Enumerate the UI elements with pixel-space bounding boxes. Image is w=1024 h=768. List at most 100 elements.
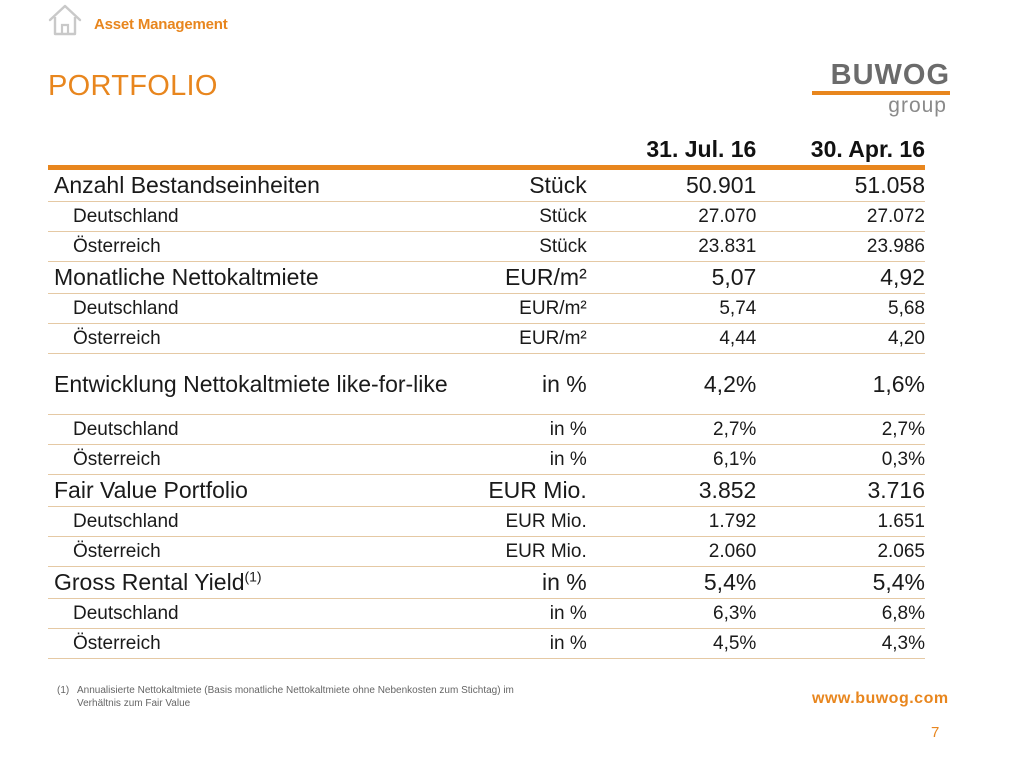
column-header-label [48,133,469,168]
table-row: Österreich in % 6,1% 0,3% [48,444,925,475]
section-label: Asset Management [94,16,228,33]
row-label: Deutschland [48,414,469,445]
row-unit: Stück [468,231,587,262]
row-label: Anzahl Bestandseinheiten [48,167,469,202]
page-title: PORTFOLIO [48,70,218,102]
row-unit-text: EUR/m² [519,327,587,349]
value-jul16: 1.792 [586,506,757,537]
value-apr16-text: 4,3% [881,632,925,654]
row-unit: in % [468,598,587,629]
row-label-text: Österreich [73,235,161,257]
portfolio-table: 31. Jul. 16 30. Apr. 16 Anzahl Bestandse… [48,133,925,659]
value-apr16-text: 2.065 [877,540,925,562]
value-jul16: 50.901 [586,167,757,202]
house-icon [48,4,82,36]
row-label: Österreich [48,628,469,659]
value-jul16-text: 5,07 [711,264,757,290]
footnote-reference: (1) [244,568,262,585]
value-jul16-text: 1.792 [708,510,757,532]
row-label-text: Anzahl Bestandseinheiten [54,172,320,198]
row-unit-text: in % [549,418,587,440]
row-unit-text: in % [541,371,587,397]
value-apr16-text: 6,8% [881,602,925,624]
column-header-jul16: 31. Jul. 16 [646,135,757,162]
row-label: Gross Rental Yield(1) [48,566,469,599]
row-unit: in % [468,444,587,475]
value-jul16-text: 27.070 [698,205,757,227]
row-unit: Stück [468,201,587,232]
value-apr16-text: 0,3% [881,448,925,470]
row-label: Entwicklung Nettokaltmiete like-for-like [48,353,469,415]
value-apr16: 4,3% [756,628,925,659]
row-label: Österreich [48,323,469,354]
value-apr16: 51.058 [756,167,925,202]
table-row: Entwicklung Nettokaltmiete like-for-like… [48,353,925,415]
value-apr16-text: 4,92 [880,264,925,290]
row-unit: EUR Mio. [468,506,587,537]
value-apr16: 0,3% [756,444,925,475]
row-label: Fair Value Portfolio [48,474,469,507]
column-header-unit [469,133,587,168]
row-label-text: Österreich [73,448,161,470]
value-apr16: 4,20 [756,323,925,354]
value-jul16-text: 3.852 [698,477,757,503]
row-unit-text: Stück [539,235,587,257]
value-jul16-text: 50.901 [685,172,757,198]
row-label-text: Monatliche Nettokaltmiete [54,264,319,290]
row-unit-text: EUR Mio. [488,477,587,503]
column-header-apr16: 30. Apr. 16 [810,135,925,162]
row-label-text: Fair Value Portfolio [54,477,248,503]
value-apr16-text: 3.716 [867,477,925,503]
value-apr16-text: 5,4% [872,569,925,595]
value-jul16: 4,5% [586,628,757,659]
value-jul16-text: 2.060 [708,540,757,562]
value-jul16-text: 23.831 [698,235,757,257]
row-unit-text: in % [549,448,587,470]
value-apr16: 3.716 [756,474,925,507]
value-jul16-text: 4,5% [713,632,757,654]
row-label-text: Deutschland [73,297,179,319]
value-apr16-text: 1,6% [872,371,925,397]
value-apr16: 1.651 [756,506,925,537]
table-row: Deutschland EUR Mio. 1.792 1.651 [48,506,925,537]
value-jul16-text: 4,44 [719,327,757,349]
row-label-text: Österreich [73,632,161,654]
row-label: Deutschland [48,293,469,324]
value-apr16: 6,8% [756,598,925,629]
value-jul16-text: 5,4% [703,569,757,595]
value-apr16: 2,7% [756,414,925,445]
row-unit-text: EUR/m² [504,264,587,290]
value-jul16-text: 2,7% [713,418,757,440]
value-jul16-text: 4,2% [703,371,757,397]
row-unit-text: EUR Mio. [505,510,587,532]
table-row: Monatliche Nettokaltmiete EUR/m² 5,07 4,92 [48,261,925,294]
value-jul16: 5,74 [586,293,757,324]
value-apr16: 27.072 [756,201,925,232]
footnote-text: Annualisierte Nettokaltmiete (Basis mona… [77,685,514,709]
value-apr16-text: 1.651 [877,510,925,532]
buwog-logo: BUWOG group [810,60,950,118]
page-number: 7 [931,724,940,741]
value-jul16: 6,1% [586,444,757,475]
row-label-text: Entwicklung Nettokaltmiete like-for-like [54,371,448,397]
value-apr16: 4,92 [756,261,925,294]
website-link[interactable]: www.buwog.com [812,690,949,707]
logo-word: BUWOG [830,59,950,91]
value-jul16: 3.852 [586,474,757,507]
table-row: Deutschland in % 2,7% 2,7% [48,414,925,445]
value-jul16: 2,7% [586,414,757,445]
row-label: Deutschland [48,506,469,537]
value-apr16: 2.065 [756,536,925,567]
table-row: Österreich EUR Mio. 2.060 2.065 [48,536,925,567]
row-unit: EUR/m² [468,261,587,294]
row-label-text: Deutschland [73,602,179,624]
value-apr16: 23.986 [756,231,925,262]
value-jul16: 6,3% [586,598,757,629]
row-label: Deutschland [48,598,469,629]
row-label-text: Österreich [73,540,161,562]
table-row: Deutschland EUR/m² 5,74 5,68 [48,293,925,324]
row-label: Deutschland [48,201,469,232]
table-row: Deutschland in % 6,3% 6,8% [48,598,925,629]
logo-bar [812,91,950,95]
row-label-text: Deutschland [73,205,179,227]
